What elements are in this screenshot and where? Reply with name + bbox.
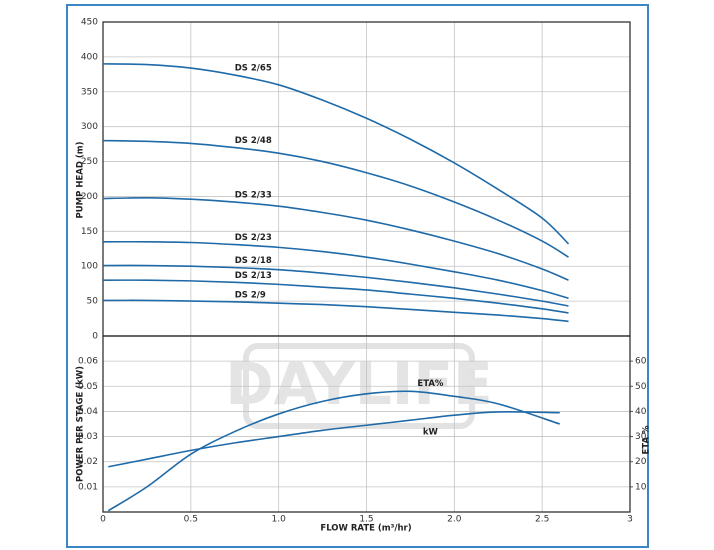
x-tick-label: 2.5	[535, 515, 549, 525]
y-tick-label: 250	[81, 157, 98, 167]
y-tick-label: 450	[81, 18, 98, 28]
x-tick-label: 1.0	[272, 515, 287, 525]
curve	[102, 264, 569, 307]
y2-tick-label: 20	[635, 457, 647, 467]
y2-tick-label: 40	[635, 407, 647, 417]
series-label: DS 2/13	[235, 271, 272, 281]
y2-axis-label: ETA %	[642, 425, 652, 454]
series-label: DS 2/65	[235, 64, 272, 74]
series-label: kW	[423, 428, 439, 438]
curve	[102, 240, 569, 300]
y2-tick-label: 50	[635, 382, 647, 392]
series-label: DS 2/33	[235, 191, 272, 201]
watermark: DAYLIFE	[225, 350, 492, 418]
y-tick-label: 0.02	[78, 457, 98, 467]
curve	[108, 411, 560, 468]
curve	[102, 279, 569, 314]
curve	[107, 390, 560, 512]
y-tick-label: 0.06	[78, 357, 98, 367]
y-tick-label: 350	[81, 87, 98, 97]
y-tick-label: 400	[81, 52, 98, 62]
x-tick-label: 0.5	[184, 515, 198, 525]
curve	[102, 63, 570, 245]
y-axis-label: PUMP HEAD (m)	[76, 141, 86, 218]
x-axis-label: FLOW RATE (m³/hr)	[320, 524, 411, 534]
y2-tick-label: 60	[635, 357, 647, 367]
y2-tick-label: 30	[635, 432, 647, 442]
series-label: ETA%	[417, 379, 444, 389]
curve	[102, 299, 569, 323]
series-label: DS 2/23	[235, 233, 272, 243]
series-label: DS 2/18	[235, 256, 272, 266]
y-tick-label: 0.03	[78, 432, 98, 442]
y-axis-label: POWER PER STAGE (kW)	[76, 366, 86, 482]
curve	[102, 197, 569, 281]
x-tick-label: 0	[100, 515, 106, 525]
y-tick-label: 100	[81, 262, 98, 272]
plot-frame	[102, 335, 631, 513]
x-tick-label: 2.0	[447, 515, 462, 525]
y-tick-label: 300	[81, 122, 98, 132]
y-tick-label: 0.01	[78, 482, 98, 492]
y2-tick-label: 10	[635, 482, 647, 492]
series-label: DS 2/48	[235, 136, 272, 146]
x-tick-label: 3	[627, 515, 633, 525]
y-tick-label: 0.05	[78, 382, 98, 392]
y-tick-label: 200	[81, 192, 98, 202]
y-tick-label: 50	[87, 297, 99, 307]
y-tick-label: 0.04	[78, 407, 98, 417]
y-tick-label: 150	[81, 227, 98, 237]
x-tick-label: 1.5	[359, 515, 373, 525]
series-label: DS 2/9	[235, 290, 266, 300]
curve	[102, 139, 569, 258]
y-tick-label: 0	[92, 332, 98, 342]
